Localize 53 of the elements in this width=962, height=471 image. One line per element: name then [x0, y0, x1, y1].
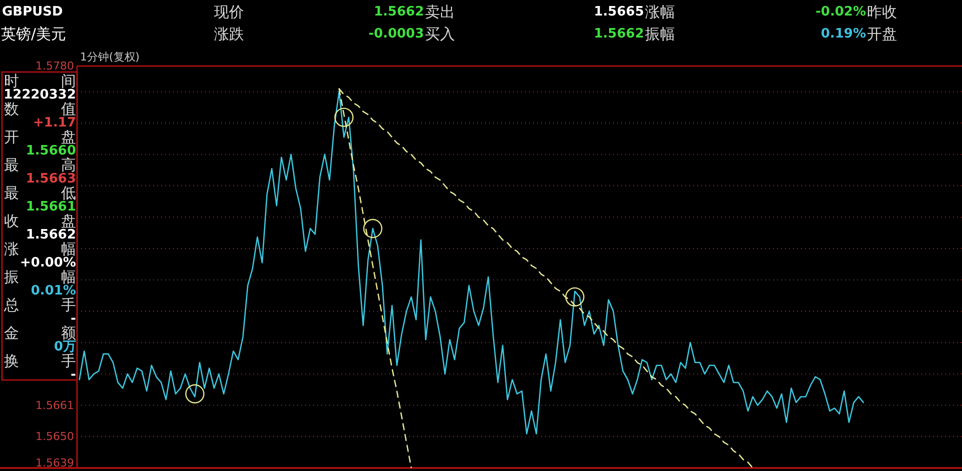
text: 12220332 — [4, 88, 76, 102]
text: 最 — [4, 156, 19, 174]
text: 0万 — [54, 340, 76, 354]
text: - — [70, 368, 76, 382]
text: 英镑/美元 — [1, 25, 66, 43]
text: 涨 — [4, 240, 19, 258]
text: 昨收 — [867, 3, 897, 21]
text: 高 — [61, 156, 76, 174]
text: 买入 — [425, 25, 455, 43]
text: 1.5660 — [26, 144, 76, 158]
text: 间 — [61, 72, 76, 90]
text: 幅 — [61, 268, 76, 286]
text: 0.19% — [820, 26, 866, 42]
text: 盘 — [61, 212, 76, 230]
text: 振 — [4, 268, 19, 286]
text: 开盘 — [867, 25, 897, 43]
text: 1.5662 — [26, 228, 76, 242]
text: 金 — [4, 324, 19, 342]
text: 最 — [4, 184, 19, 202]
text: 值 — [61, 100, 76, 118]
text: 手 — [61, 296, 76, 314]
text: 收 — [4, 212, 19, 230]
text: 1.5662 — [374, 4, 424, 20]
text: 低 — [61, 184, 76, 202]
text: -0.0003 — [368, 26, 424, 42]
text: 涨幅 — [645, 3, 675, 21]
text: 时 — [4, 72, 19, 90]
text: 开 — [4, 128, 19, 146]
text: 额 — [61, 324, 76, 342]
text: 盘 — [61, 128, 76, 146]
text: 1.5663 — [26, 172, 76, 186]
text: 数 — [4, 100, 19, 118]
text: +0.00% — [20, 256, 76, 270]
text: GBPUSD — [2, 4, 64, 20]
text: 1.5662 — [594, 26, 644, 42]
text: 0.01% — [30, 284, 76, 298]
text: - — [70, 312, 76, 326]
text: 卖出 — [425, 3, 455, 21]
y-tick-label: 1.5780 — [36, 60, 74, 72]
text: 1分钟(复权) — [80, 50, 140, 64]
text: 振幅 — [645, 25, 675, 43]
text: 幅 — [61, 240, 76, 258]
text: 总 — [3, 296, 19, 314]
text: +1.17 — [33, 116, 76, 130]
y-tick-label: 1.5650 — [36, 430, 74, 444]
text: 手 — [61, 352, 76, 370]
text: 涨跌 — [214, 25, 244, 43]
text: 1.5665 — [594, 4, 644, 20]
text: -0.02% — [816, 4, 866, 20]
y-tick-label: 1.5639 — [36, 456, 74, 470]
text: 换 — [4, 352, 19, 370]
y-tick-label: 1.5661 — [36, 398, 74, 412]
text: 现价 — [214, 3, 244, 21]
